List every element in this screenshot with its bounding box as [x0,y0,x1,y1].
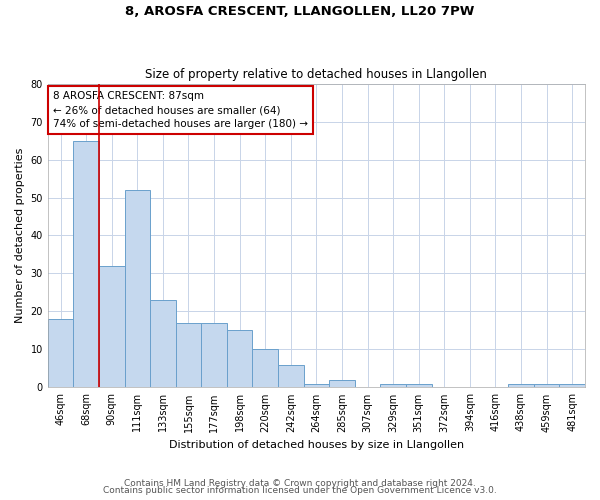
Bar [227,330,253,388]
Bar [304,384,329,388]
Text: 8 AROSFA CRESCENT: 87sqm
← 26% of detached houses are smaller (64)
74% of semi-d: 8 AROSFA CRESCENT: 87sqm ← 26% of detach… [53,91,308,129]
Bar [534,384,559,388]
Text: 8, AROSFA CRESCENT, LLANGOLLEN, LL20 7PW: 8, AROSFA CRESCENT, LLANGOLLEN, LL20 7PW [125,5,475,18]
X-axis label: Distribution of detached houses by size in Llangollen: Distribution of detached houses by size … [169,440,464,450]
Bar [176,323,201,388]
Bar [380,384,406,388]
Y-axis label: Number of detached properties: Number of detached properties [15,148,25,323]
Bar [508,384,534,388]
Bar [278,364,304,388]
Bar [73,140,99,388]
Bar [125,190,150,388]
Bar [150,300,176,388]
Title: Size of property relative to detached houses in Llangollen: Size of property relative to detached ho… [145,68,487,81]
Bar [406,384,431,388]
Bar [201,323,227,388]
Bar [329,380,355,388]
Text: Contains public sector information licensed under the Open Government Licence v3: Contains public sector information licen… [103,486,497,495]
Bar [99,266,125,388]
Bar [48,319,73,388]
Bar [253,350,278,388]
Bar [559,384,585,388]
Text: Contains HM Land Registry data © Crown copyright and database right 2024.: Contains HM Land Registry data © Crown c… [124,478,476,488]
